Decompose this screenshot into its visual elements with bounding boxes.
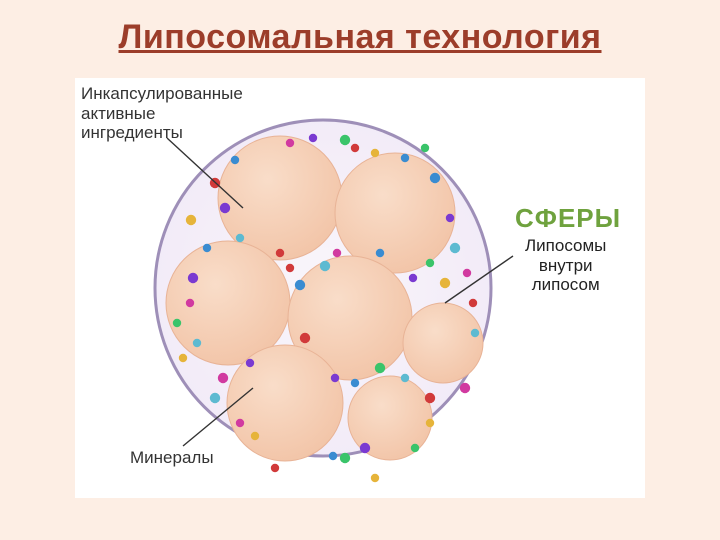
- diagram-area: Инкапсулированные активные ингредиенты М…: [75, 78, 645, 498]
- label-ingredients: Инкапсулированные активные ингредиенты: [81, 84, 243, 143]
- label-ingredients-l1: Инкапсулированные: [81, 84, 243, 103]
- label-ingredients-l3: ингредиенты: [81, 123, 183, 142]
- label-spheres-sub: Липосомы внутри липосом: [525, 236, 606, 295]
- spheres-sub-l1: Липосомы: [525, 236, 606, 255]
- spheres-sub-l3: липосом: [532, 275, 600, 294]
- spheres-title-text: СФЕРЫ: [515, 203, 621, 233]
- label-spheres-title: СФЕРЫ: [515, 203, 621, 234]
- label-ingredients-l2: активные: [81, 104, 155, 123]
- label-minerals: Минералы: [130, 448, 214, 468]
- page-title: Липосомальная технология: [0, 18, 720, 57]
- label-minerals-text: Минералы: [130, 448, 214, 467]
- spheres-sub-l2: внутри: [539, 256, 593, 275]
